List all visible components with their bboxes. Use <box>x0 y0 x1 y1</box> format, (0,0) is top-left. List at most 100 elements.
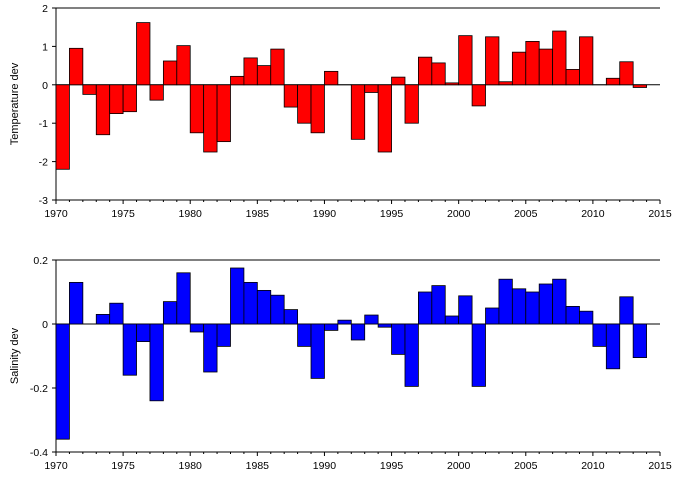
temperature-bar-1994 <box>364 84 379 93</box>
temperature-bar-1990 <box>310 84 325 134</box>
temperature-y-tick-label: 1 <box>42 41 48 53</box>
temperature-x-tick-label: 1995 <box>380 208 404 220</box>
temperature-y-tick-label: -3 <box>39 195 48 207</box>
temperature-bar-2002 <box>471 84 486 107</box>
salinity-bar-2003 <box>485 307 500 325</box>
salinity-bar-2004 <box>498 278 513 325</box>
temperature-bar-2004 <box>498 81 513 86</box>
salinity-bar-1979 <box>162 301 178 325</box>
salinity-x-tick-label: 2005 <box>514 460 538 472</box>
salinity-bar-1998 <box>417 291 433 325</box>
salinity-x-tick-label: 2010 <box>581 460 605 472</box>
salinity-bar-1991 <box>324 323 339 331</box>
salinity-bar-1978 <box>149 323 164 402</box>
temperature-chart: 1970 1975 1980 1985 1990 1995 2000 2005 2010 2015… <box>9 3 672 220</box>
salinity-x-tick-label: 2015 <box>648 460 672 472</box>
salinity-y-axis-label: Salinity dev <box>9 327 21 384</box>
temperature-bar-1991 <box>324 70 339 86</box>
temperature-bar-1971 <box>55 84 70 170</box>
salinity-bar-1980 <box>176 272 191 325</box>
temperature-x-tick-label: 2015 <box>648 208 672 220</box>
temperature-x-tick-label: 1975 <box>111 208 135 220</box>
salinity-bar-2013 <box>619 296 634 325</box>
temperature-bar-1980 <box>176 45 191 86</box>
temperature-bar-1984 <box>230 75 245 86</box>
salinity-bar-2009 <box>565 305 580 325</box>
salinity-x-tick-label: 1985 <box>246 460 270 472</box>
salinity-bar-2011 <box>592 323 607 347</box>
temperature-bar-2005 <box>511 51 527 86</box>
temperature-bar-1979 <box>162 60 178 86</box>
temperature-y-axis-label: Temperature dev <box>9 62 21 145</box>
temperature-y-tick-label: 0 <box>42 80 48 92</box>
temperature-y-tick-label: -2 <box>39 157 48 169</box>
salinity-bar-1986 <box>256 289 272 325</box>
temperature-bar-2009 <box>565 69 580 86</box>
salinity-y-tick-label: -0.2 <box>30 383 48 395</box>
salinity-bar-1993 <box>350 323 366 341</box>
temperature-bar-2013 <box>619 61 634 86</box>
salinity-bar-1972 <box>69 281 84 325</box>
temperature-bar-2001 <box>458 35 473 86</box>
temperature-bar-1999 <box>431 62 446 86</box>
salinity-bar-1995 <box>377 323 392 328</box>
salinity-bar-2006 <box>525 291 540 325</box>
temperature-bar-2000 <box>444 82 460 86</box>
salinity-bar-2001 <box>458 295 473 325</box>
temperature-bar-1978 <box>149 84 164 101</box>
salinity-y-tick-label: 0 <box>42 319 48 331</box>
salinity-y-tick-label: 0.2 <box>33 255 48 267</box>
salinity-bar-2014 <box>632 323 647 358</box>
temperature-bar-1989 <box>297 84 312 124</box>
temperature-y-tick-label: -1 <box>39 118 48 130</box>
salinity-bar-1996 <box>391 323 406 355</box>
salinity-bar-1997 <box>404 323 419 387</box>
salinity-x-tick-label: 1995 <box>380 460 404 472</box>
salinity-bar-1983 <box>216 323 231 347</box>
salinity-bar-1977 <box>136 323 151 343</box>
temperature-bar-1983 <box>216 84 231 143</box>
salinity-chart: 1970 1975 1980 1985 1990 1995 2000 2005 2010 2015… <box>9 255 672 472</box>
temperature-bar-1996 <box>391 76 406 86</box>
salinity-bar-1992 <box>337 319 352 325</box>
salinity-bar-1987 <box>270 294 285 325</box>
salinity-bar-2005 <box>511 288 527 325</box>
temperature-bar-1975 <box>109 84 124 115</box>
temperature-bar-2008 <box>552 30 567 86</box>
salinity-bar-2010 <box>579 310 594 325</box>
salinity-y-tick-label: -0.4 <box>30 447 48 459</box>
salinity-bar-1999 <box>431 285 446 325</box>
salinity-bar-1975 <box>109 302 124 325</box>
temperature-bar-1987 <box>270 48 285 86</box>
temperature-bar-2010 <box>579 36 594 86</box>
salinity-x-tick-label: 1975 <box>111 460 135 472</box>
temperature-y-tick-label: 2 <box>42 3 48 15</box>
temperature-x-tick-label: 1970 <box>44 208 68 220</box>
salinity-bar-2008 <box>552 278 567 325</box>
temperature-bar-2003 <box>485 36 500 86</box>
temperature-x-tick-label: 2000 <box>447 208 471 220</box>
salinity-bar-1990 <box>310 323 325 379</box>
temperature-x-tick-label: 1990 <box>313 208 337 220</box>
temperature-bar-2012 <box>605 77 621 86</box>
temperature-x-tick-label: 2005 <box>514 208 538 220</box>
salinity-bar-1974 <box>95 313 111 325</box>
temperature-bar-1997 <box>404 84 419 124</box>
salinity-x-tick-label: 1980 <box>179 460 203 472</box>
salinity-bar-1976 <box>122 323 137 376</box>
salinity-bar-1971 <box>55 323 70 440</box>
salinity-bar-1989 <box>297 323 312 347</box>
salinity-bar-1981 <box>189 323 205 333</box>
salinity-x-tick-label: 1990 <box>313 460 337 472</box>
temperature-bar-1972 <box>69 47 84 86</box>
salinity-bar-2012 <box>605 323 621 370</box>
salinity-x-tick-label: 2000 <box>447 460 471 472</box>
temperature-x-tick-label: 1980 <box>179 208 203 220</box>
temperature-bar-1985 <box>243 57 258 86</box>
temperature-bar-1998 <box>417 56 433 86</box>
salinity-bar-1994 <box>364 314 379 325</box>
temperature-bar-1981 <box>189 84 205 134</box>
temperature-bar-1986 <box>256 65 272 86</box>
temperature-bar-1977 <box>136 22 151 86</box>
